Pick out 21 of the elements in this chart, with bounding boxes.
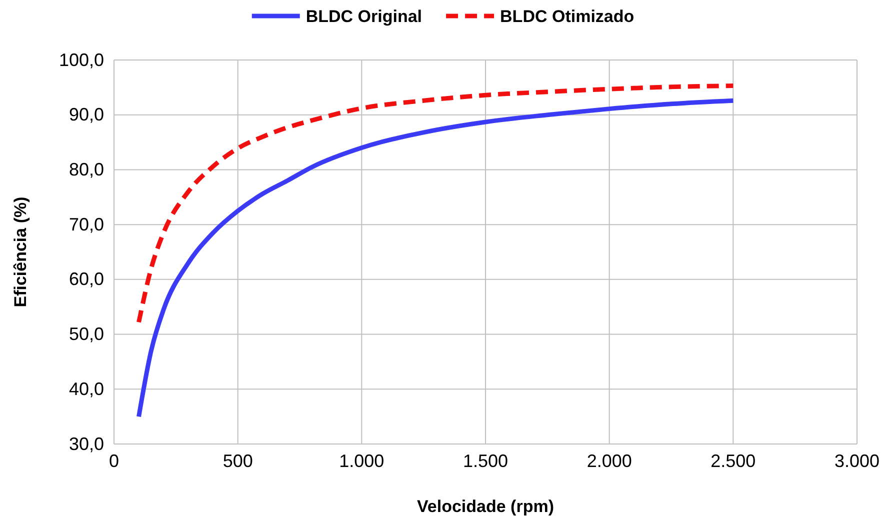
- x-tick-label: 500: [222, 450, 253, 471]
- x-tick-label: 0: [108, 450, 120, 471]
- line-series: [136, 98, 736, 419]
- y-tick-label: 70,0: [68, 214, 104, 234]
- x-tick-label: 1.000: [339, 450, 384, 471]
- y-tick-label: 100,0: [58, 50, 104, 70]
- y-tick-label: 40,0: [68, 378, 104, 399]
- x-tick-label: 1.500: [462, 450, 508, 471]
- line-series: [136, 84, 736, 324]
- y-tick-label: 90,0: [68, 104, 104, 125]
- x-axis-title: Velocidade (rpm): [417, 497, 554, 516]
- x-tick-label: 3.000: [834, 450, 880, 471]
- legend-label: BLDC Otimizado: [500, 7, 634, 26]
- y-tick-label: 80,0: [68, 159, 104, 180]
- y-axis-title: Eficiência (%): [11, 196, 30, 308]
- y-tick-label: 50,0: [68, 324, 104, 344]
- y-tick-label: 60,0: [68, 269, 104, 290]
- legend-label: BLDC Original: [306, 7, 422, 26]
- x-tick-label: 2.500: [710, 450, 756, 471]
- x-tick-label: 2.000: [586, 450, 632, 471]
- y-tick-label: 30,0: [68, 434, 104, 454]
